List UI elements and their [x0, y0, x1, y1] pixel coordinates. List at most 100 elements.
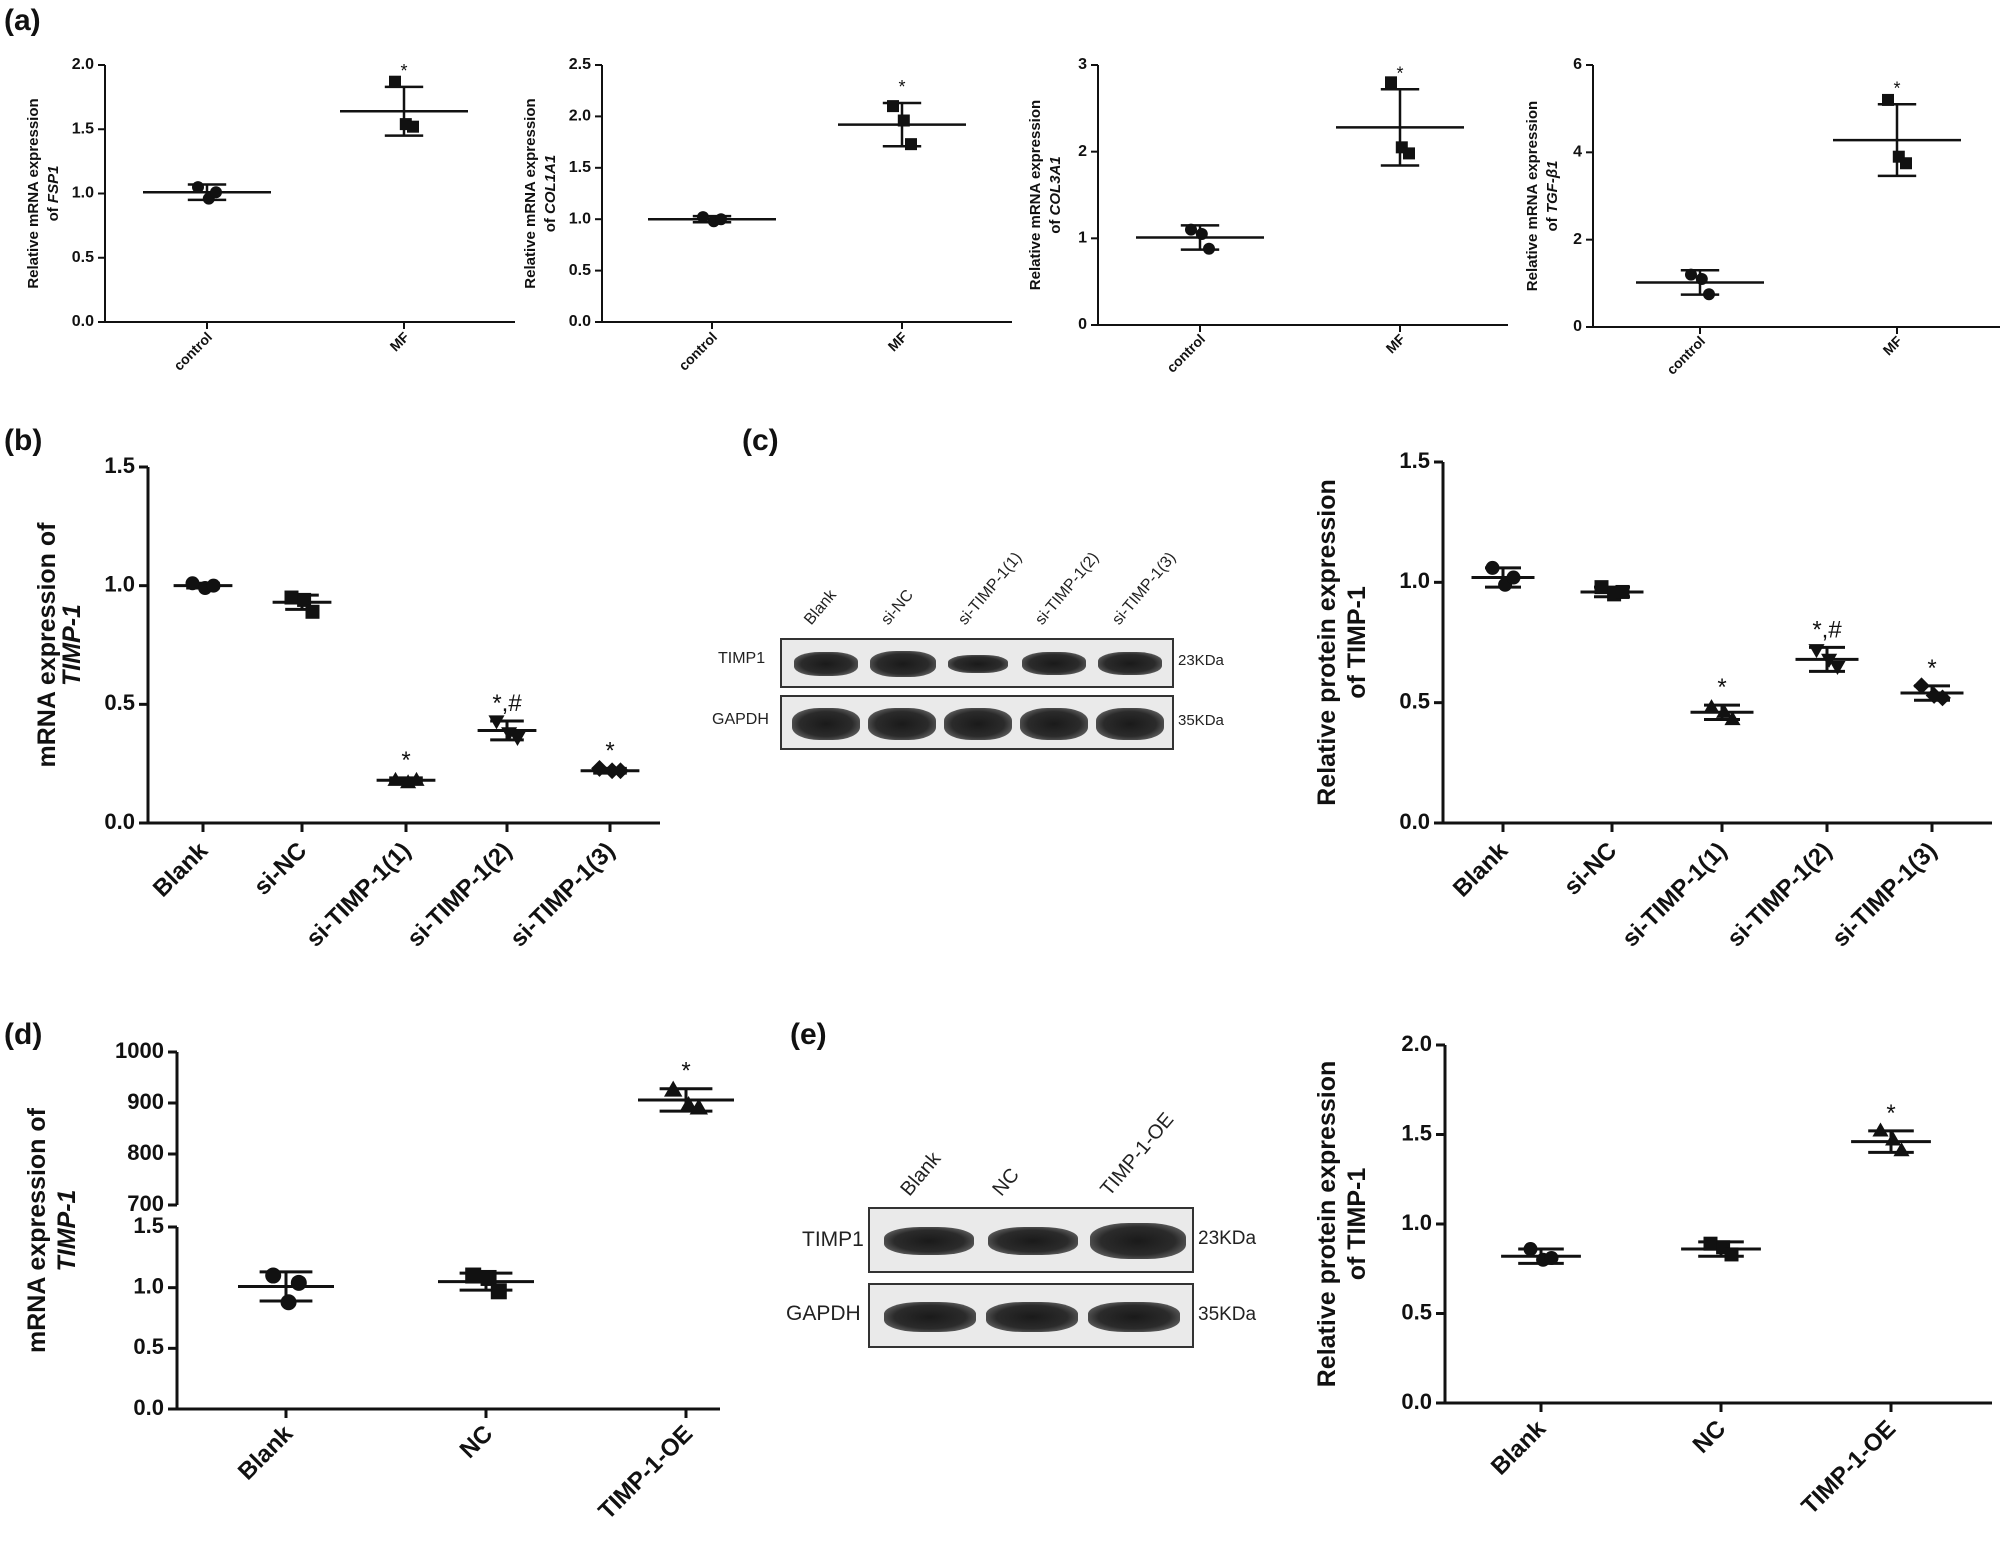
data-point	[664, 1080, 683, 1097]
blot-e-timp1-strip	[868, 1207, 1194, 1273]
blot-c-kda-label: 35KDa	[1178, 712, 1224, 729]
data-point	[1882, 93, 1894, 106]
y-tick-label: 1.5	[72, 120, 94, 137]
y-tick-label: 0	[1078, 316, 1087, 333]
data-point	[1829, 660, 1846, 675]
data-point	[387, 771, 404, 786]
y-tick-label: 0.5	[104, 690, 135, 715]
chart-a4: Relative mRNA expression of TGF-β1 0 2 4 6 con…	[1524, 56, 2000, 378]
y-tick-label: 1.5	[133, 1213, 164, 1238]
y-tick-label: 0.0	[72, 313, 94, 330]
y-axis-label: of COL1A1	[542, 155, 559, 233]
data-point	[305, 604, 320, 619]
y-tick-label: 2.0	[569, 108, 591, 125]
data-point	[1872, 1122, 1889, 1137]
y-tick-label: 3	[1078, 56, 1087, 73]
data-point	[1594, 580, 1609, 595]
y-tick-label: 0.5	[72, 249, 94, 266]
x-tick-label: Blank	[148, 837, 214, 903]
x-tick-label: si-TIMP-1(2)	[1722, 837, 1837, 952]
y-axis-label: of FSP1	[45, 166, 62, 222]
x-tick-label: si-NC	[1559, 837, 1622, 900]
y-tick-label: 2.0	[72, 56, 94, 73]
data-point	[1900, 157, 1912, 170]
y-tick-label: 1.5	[104, 453, 135, 478]
y-axis-label: of TIMP-1	[1343, 1168, 1371, 1281]
blot-c-row-label: GAPDH	[712, 711, 769, 728]
data-point	[488, 715, 505, 730]
y-tick-label: 0.0	[1401, 1389, 1432, 1414]
data-point	[465, 1267, 482, 1284]
significance-label: *	[681, 1058, 690, 1085]
y-axis-label: TIMP-1	[58, 604, 86, 686]
x-tick-label: NC	[455, 1420, 499, 1464]
data-point	[284, 590, 299, 605]
x-tick-label: MF	[387, 328, 413, 354]
data-point	[1724, 711, 1741, 726]
data-point	[1703, 288, 1715, 301]
panel-label-c: (c)	[742, 424, 779, 457]
significance-label: *,#	[492, 690, 522, 717]
y-tick-label: 0.5	[1401, 1299, 1432, 1324]
x-tick-label: Blank	[1448, 837, 1514, 903]
data-point	[1913, 677, 1930, 695]
y-tick-label: 0.0	[569, 313, 591, 330]
data-point	[1523, 1242, 1538, 1257]
y-tick-label: 1.5	[569, 159, 591, 176]
data-point	[1403, 147, 1415, 160]
y-tick-label: 1	[1078, 230, 1087, 247]
y-tick-label: 0.0	[1399, 809, 1430, 834]
data-point	[1925, 687, 1943, 704]
significance-label: *	[898, 77, 905, 97]
chart-a2: Relative mRNA expression of COL1A1 0.0 0.5 1…	[522, 56, 1012, 374]
data-point	[1485, 560, 1500, 575]
y-tick-label: 2.5	[569, 56, 591, 73]
blot-c-timp1-strip	[780, 638, 1174, 688]
data-point	[1506, 570, 1521, 585]
y-tick-label: 700	[127, 1191, 164, 1216]
panel-label-d: (d)	[4, 1018, 43, 1051]
y-tick-label: 4	[1573, 144, 1582, 161]
x-tick-label: TIMP-1-OE	[1796, 1415, 1901, 1520]
chart-d: mRNA expression of TIMP-1 700 800 900 1000 0.0…	[23, 1038, 734, 1525]
data-point	[1716, 703, 1733, 718]
data-point	[1821, 653, 1838, 668]
y-axis-label: of TGF-β1	[1544, 161, 1561, 232]
x-tick-label: TIMP-1-OE	[593, 1420, 698, 1525]
x-tick-label: control	[675, 329, 720, 374]
data-point	[480, 1269, 497, 1286]
data-point	[1893, 1142, 1910, 1157]
panel-label-b: (b)	[4, 424, 43, 457]
x-tick-label: control	[170, 329, 215, 374]
y-axis-label: of TIMP-1	[1343, 586, 1371, 699]
x-tick-label: MF	[1383, 330, 1409, 356]
x-tick-label: MF	[885, 328, 911, 354]
y-tick-label: 1.0	[1399, 568, 1430, 593]
y-tick-label: 0.0	[104, 809, 135, 834]
data-point	[697, 211, 709, 224]
y-tick-label: 1000	[115, 1038, 164, 1063]
data-point	[290, 1274, 307, 1291]
data-point	[408, 771, 425, 786]
data-point	[501, 727, 518, 742]
y-tick-label: 2	[1078, 143, 1087, 160]
data-point	[185, 576, 200, 591]
y-axis-label: Relative mRNA expression	[522, 98, 539, 288]
data-point	[897, 114, 910, 127]
x-tick-label: control	[1163, 331, 1208, 376]
blot-c-gapdh-strip	[780, 695, 1174, 750]
chart-a1: Relative mRNA expression of FSP1 0.0 0.5 1.0…	[25, 56, 515, 374]
blot-e-row-label: TIMP1	[802, 1228, 864, 1251]
x-tick-label: si-TIMP-1(3)	[505, 837, 620, 952]
significance-label: *	[400, 61, 407, 81]
data-point	[1934, 689, 1951, 707]
data-point	[1544, 1251, 1559, 1266]
x-tick-label: Blank	[1486, 1415, 1552, 1481]
y-axis-label: of COL3A1	[1047, 156, 1064, 234]
blot-e-gapdh-strip	[868, 1283, 1194, 1348]
data-point	[407, 120, 419, 133]
y-axis-label: Relative protein expression	[1313, 1061, 1341, 1388]
data-point	[1724, 1247, 1739, 1262]
blot-e-kda-label: 23KDa	[1198, 1228, 1257, 1249]
